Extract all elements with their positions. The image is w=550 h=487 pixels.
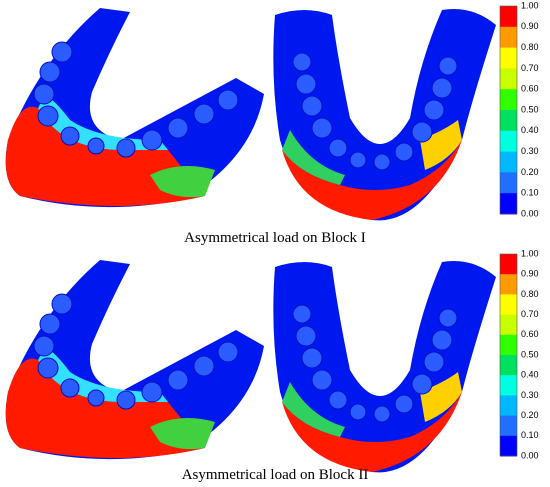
colorbar-segment (500, 68, 517, 90)
colorbar-tick-label: 0.70 (521, 63, 539, 73)
colorbar-segment (500, 89, 517, 111)
colorbar-tick-label: 0.50 (521, 104, 539, 114)
colorbar-tick-label: 1.00 (521, 248, 539, 258)
colorbar-tick-label: 0.30 (521, 390, 539, 400)
colorbar-tick-label: 0.70 (521, 309, 539, 319)
jaw-left-top (5, 7, 265, 208)
colorbar-tick-label: 1.00 (521, 0, 539, 10)
colorbar-segment (500, 375, 517, 396)
colorbar-tick-label: 0.40 (521, 125, 539, 135)
colorbar-segment (500, 110, 517, 132)
colorbar-tick-label: 0.10 (521, 188, 539, 198)
colorbar-tick-label: 0.90 (521, 21, 539, 31)
colorbar-segment (500, 274, 517, 295)
colorbar-segment (500, 395, 517, 417)
colorbar-segment (500, 254, 517, 275)
colorbar-tick-label: 0.20 (521, 167, 539, 177)
caption: Asymmetrical load on Block II (182, 467, 369, 483)
colorbar-tick-label: 0.20 (521, 410, 539, 420)
colorbar-tick-label: 0.00 (521, 450, 539, 460)
colorbar-frame (499, 253, 518, 457)
colorbar-segment (500, 130, 517, 153)
jaw-left-bottom (5, 259, 265, 460)
colorbar-segment (500, 334, 517, 356)
colorbar-tick-label: 0.80 (521, 289, 539, 299)
colorbar-tick-label: 0.60 (521, 84, 539, 94)
colorbar-tick-label: 0.30 (521, 146, 539, 156)
colorbar-tick-label: 0.60 (521, 329, 539, 339)
colorbar-tick-label: 0.50 (521, 349, 539, 359)
colorbar-tick-label: 0.40 (521, 370, 539, 380)
colorbar-segment (500, 47, 517, 69)
colorbar-segment (500, 193, 517, 215)
caption: Asymmetrical load on Block I (184, 230, 366, 246)
colorbar-frame (499, 5, 518, 215)
jaw-right-bottom (272, 260, 497, 473)
colorbar-segment (500, 314, 517, 336)
colorbar-tick-label: 0.80 (521, 42, 539, 52)
colorbar-segment (500, 6, 517, 28)
jaw-right-top (272, 8, 497, 221)
colorbar-segment (500, 26, 517, 49)
colorbar-segment (500, 151, 517, 173)
colorbar-segment (500, 435, 517, 457)
colorbar-segment (500, 294, 517, 316)
colorbar-tick-label: 0.00 (521, 208, 539, 218)
colorbar-segment (500, 355, 517, 376)
colorbar-segment (500, 172, 517, 194)
colorbar-segment (500, 415, 517, 437)
colorbar-tick-label: 0.10 (521, 430, 539, 440)
colorbar-tick-label: 0.90 (521, 269, 539, 279)
